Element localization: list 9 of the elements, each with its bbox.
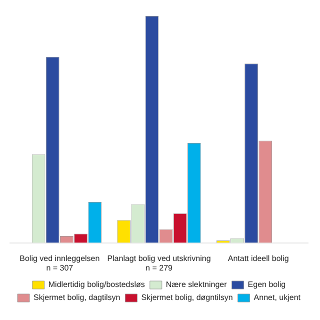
x-tick-label: Antatt ideell bolig xyxy=(228,254,289,263)
legend-label: Skjermet bolig, dagtilsyn xyxy=(34,293,120,302)
legend-label: Nære slektninger xyxy=(166,280,228,290)
legend-label: Midlertidig bolig/bostedsløs xyxy=(48,280,145,290)
legend-label: Skjermet bolig, døgntilsyn xyxy=(141,293,233,302)
legend-label: Egen bolig xyxy=(248,280,286,290)
x-tick-label: Bolig ved innleggelsen n = 307 xyxy=(20,254,100,272)
x-tick-label: Planlagt bolig ved utskrivning n = 279 xyxy=(107,254,211,272)
legend-label: Annet, ukjent xyxy=(254,293,302,302)
